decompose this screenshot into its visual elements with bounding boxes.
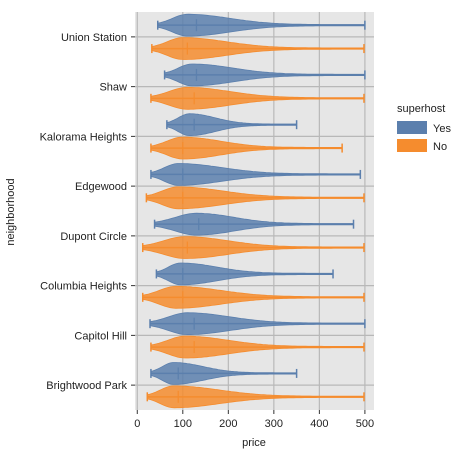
violin-no — [151, 37, 365, 60]
violin-no — [150, 335, 365, 359]
y-tick-label: Brightwood Park — [46, 380, 127, 392]
violin-yes — [150, 163, 362, 186]
violin-yes — [150, 362, 298, 385]
y-tick-label: Columbia Heights — [40, 281, 127, 293]
legend-label-yes: Yes — [433, 123, 451, 135]
violin-yes — [149, 312, 366, 335]
y-tick-label: Shaw — [99, 82, 127, 94]
violin-no — [150, 87, 365, 110]
legend-swatch-no — [397, 139, 427, 152]
x-tick-label: 200 — [219, 418, 237, 430]
legend: superhost Yes No — [397, 103, 451, 153]
violin-yes — [163, 63, 366, 87]
x-tick-label: 500 — [356, 418, 374, 430]
y-tick-label: Union Station — [61, 32, 127, 44]
x-axis-title: price — [242, 437, 266, 449]
x-tick-label: 400 — [310, 418, 328, 430]
x-tick-label: 300 — [265, 418, 283, 430]
axes: 0 100 200 300 400 500 Union Station Shaw Kaloram… — [40, 32, 375, 430]
violin-yes — [166, 113, 298, 136]
violin-no — [145, 186, 365, 210]
violin-yes — [157, 13, 366, 37]
y-tick-label: Capitol Hill — [74, 330, 127, 342]
y-axis-title: neighborhood — [5, 178, 17, 245]
legend-title: superhost — [397, 103, 445, 115]
violins — [141, 13, 366, 409]
y-tick-label: Edgewood — [75, 181, 127, 193]
legend-label-no: No — [433, 141, 447, 153]
violin-no — [141, 236, 365, 259]
violin-yes — [155, 262, 334, 286]
violin-no — [141, 286, 365, 309]
y-tick-label: Kalorama Heights — [40, 131, 128, 143]
violin-yes — [153, 212, 355, 236]
legend-swatch-yes — [397, 121, 427, 134]
violin-no — [150, 136, 343, 160]
x-tick-label: 100 — [174, 418, 192, 430]
violin-no — [146, 385, 365, 409]
y-tick-label: Dupont Circle — [60, 231, 127, 243]
x-tick-label: 0 — [134, 418, 140, 430]
